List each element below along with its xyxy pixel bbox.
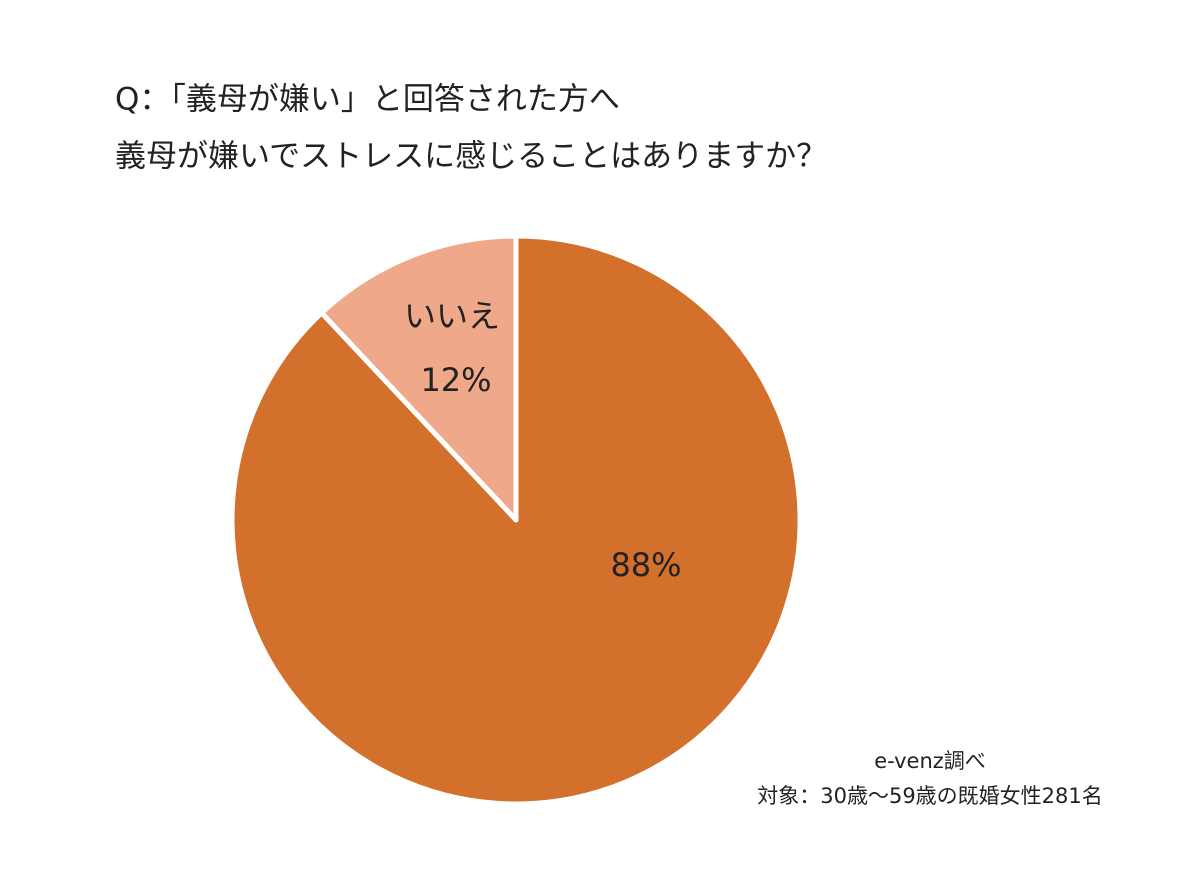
chart-title: Q：「義母が嫌い」と回答された方へ	[115, 82, 620, 118]
source-note: e-venz調べ	[874, 749, 986, 773]
pie-slice	[319, 233, 519, 523]
source-note: 対象：30歳〜59歳の既婚女性281名	[757, 784, 1103, 808]
value-label: 88%	[610, 546, 681, 584]
pie-slice	[229, 233, 803, 807]
value-label: 12%	[420, 361, 491, 399]
chart-title: 義母が嫌いでストレスに感じることはありますか？	[115, 139, 827, 175]
slice-label: いいえ	[404, 297, 500, 335]
